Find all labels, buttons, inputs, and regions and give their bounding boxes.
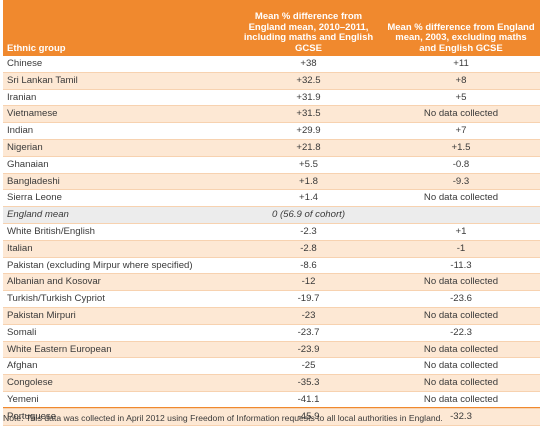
table-row: Albanian and Kosovar -12 No data collected xyxy=(3,273,540,292)
table-row: Pakistan (excluding Mirpur where specifi… xyxy=(3,257,540,275)
cell-2010-2011-value: -35.3 xyxy=(235,374,382,392)
cell-ethnic-group: Pakistan (excluding Mirpur where specifi… xyxy=(3,257,235,275)
table-row: Vietnamese +31.5 No data collected xyxy=(3,105,540,124)
table-row: Sierra Leone +1.4 No data collected xyxy=(3,189,540,208)
cell-ethnic-group: Chinese xyxy=(3,56,235,73)
table-row: Sri Lankan Tamil +32.5 +8 xyxy=(3,72,540,90)
cell-ethnic-group: Yemeni xyxy=(3,391,235,409)
cell-2003-value: +1.5 xyxy=(382,139,540,157)
cell-2010-2011-value: -41.1 xyxy=(235,391,382,409)
cell-2003-value: -32.3 xyxy=(382,408,540,426)
cell-ethnic-group: Vietnamese xyxy=(3,105,235,124)
table-row: Yemeni -41.1 No data collected xyxy=(3,391,540,409)
cell-ethnic-group: Italian xyxy=(3,240,235,258)
cell-2003-value: No data collected xyxy=(382,307,540,325)
cell-2003-value: No data collected xyxy=(382,374,540,392)
cell-2010-2011-value: -23.9 xyxy=(235,341,382,359)
cell-2003-value: No data collected xyxy=(382,391,540,409)
table-row: White Eastern European -23.9 No data colle… xyxy=(3,341,540,359)
table-row: Bangladeshi +1.8 -9.3 xyxy=(3,173,540,191)
footnote: Note: This data was collected in April 2… xyxy=(3,413,443,423)
table-row: Ghanaian +5.5 -0.8 xyxy=(3,156,540,174)
table-row: Turkish/Turkish Cypriot -19.7 -23.6 xyxy=(3,290,540,308)
cell-2010-2011-value: -2.8 xyxy=(235,240,382,258)
ethnicity-results-table: Ethnic group Mean % difference from Engl… xyxy=(3,0,540,426)
cell-ethnic-group: Sri Lankan Tamil xyxy=(3,72,235,90)
table-row: Pakistan Mirpuri -23 No data collected xyxy=(3,307,540,325)
cell-2010-2011-value: -19.7 xyxy=(235,290,382,308)
cell-2003-value: No data collected xyxy=(382,105,540,124)
cell-2010-2011-value: -25 xyxy=(235,357,382,376)
cell-2003-value: +7 xyxy=(382,122,540,140)
cell-2010-2011-value: +5.5 xyxy=(235,156,382,174)
cell-2003-value: +8 xyxy=(382,72,540,90)
cell-2010-2011-value: -8.6 xyxy=(235,257,382,275)
cell-2010-2011-value: +38 xyxy=(235,56,382,73)
cell-ethnic-group: Turkish/Turkish Cypriot xyxy=(3,290,235,308)
table-row: Somali -23.7 -22.3 xyxy=(3,324,540,342)
cell-ethnic-group: Albanian and Kosovar xyxy=(3,273,235,292)
cell-2010-2011-value: -2.3 xyxy=(235,223,382,241)
table-bottom-rule xyxy=(3,407,540,408)
cell-ethnic-group: Sierra Leone xyxy=(3,189,235,208)
cell-2010-2011-value: -23.7 xyxy=(235,324,382,342)
cell-ethnic-group: Pakistan Mirpuri xyxy=(3,307,235,325)
cell-2003-value: -9.3 xyxy=(382,173,540,191)
table-row: Indian +29.9 +7 xyxy=(3,122,540,140)
header-row: Ethnic group Mean % difference from Engl… xyxy=(3,0,540,56)
cell-2010-2011-value: +1.4 xyxy=(235,189,382,208)
cell-2003-value: No data collected xyxy=(382,189,540,208)
header-2010-2011: Mean % difference from England mean, 201… xyxy=(235,0,382,56)
cell-2010-2011-value: +1.8 xyxy=(235,173,382,191)
table-row: White British/English -2.3 +1 xyxy=(3,223,540,241)
table-row: Chinese +38 +11 xyxy=(3,56,540,73)
cell-2003-value: -23.6 xyxy=(382,290,540,308)
table-row: Iranian +31.9 +5 xyxy=(3,89,540,107)
cell-2010-2011-value: +21.8 xyxy=(235,139,382,157)
cell-2010-2011-value: -23 xyxy=(235,307,382,325)
cell-2003-value: -1 xyxy=(382,240,540,258)
cell-ethnic-group: Bangladeshi xyxy=(3,173,235,191)
cell-ethnic-group: Ghanaian xyxy=(3,156,235,174)
cell-2003-value: +1 xyxy=(382,223,540,241)
cell-2010-2011-value: -12 xyxy=(235,273,382,292)
england-mean-label: England mean xyxy=(3,206,235,224)
cell-ethnic-group: Somali xyxy=(3,324,235,342)
england-mean-row: England mean 0 (56.9 of cohort) xyxy=(3,206,540,224)
cell-2003-value: +5 xyxy=(382,89,540,107)
cell-ethnic-group: Afghan xyxy=(3,357,235,376)
table-row: Congolese -35.3 No data collected xyxy=(3,374,540,392)
cell-2010-2011-value: +31.5 xyxy=(235,105,382,124)
ethnicity-results-table-container: Ethnic group Mean % difference from Engl… xyxy=(3,0,540,426)
cell-2003-value: +11 xyxy=(382,56,540,73)
table-row: Nigerian +21.8 +1.5 xyxy=(3,139,540,157)
cell-2003-value: -22.3 xyxy=(382,324,540,342)
table-row: Italian -2.8 -1 xyxy=(3,240,540,258)
header-ethnic-group: Ethnic group xyxy=(3,0,235,56)
cell-ethnic-group: Congolese xyxy=(3,374,235,392)
cell-ethnic-group: White Eastern European xyxy=(3,341,235,359)
cell-2003-value: -11.3 xyxy=(382,257,540,275)
table-row: Afghan -25 No data collected xyxy=(3,357,540,376)
cell-ethnic-group: White British/English xyxy=(3,223,235,241)
cell-2010-2011-value: +32.5 xyxy=(235,72,382,90)
cell-2003-value: No data collected xyxy=(382,357,540,376)
cell-ethnic-group: Iranian xyxy=(3,89,235,107)
cell-2003-value: -0.8 xyxy=(382,156,540,174)
cell-2003-value: No data collected xyxy=(382,341,540,359)
header-2003: Mean % difference from England mean, 200… xyxy=(382,0,540,56)
cell-ethnic-group: Nigerian xyxy=(3,139,235,157)
cell-2003-value: No data collected xyxy=(382,273,540,292)
england-mean-value: 0 (56.9 of cohort) xyxy=(235,206,382,224)
cell-2010-2011-value: -45.9 xyxy=(235,408,382,426)
cell-ethnic-group: Portuguese xyxy=(3,408,235,426)
cell-2010-2011-value: +31.9 xyxy=(235,89,382,107)
cell-ethnic-group: Indian xyxy=(3,122,235,140)
england-mean-empty xyxy=(382,206,540,224)
table-row: Portuguese -45.9 -32.3 xyxy=(3,408,540,426)
cell-2010-2011-value: +29.9 xyxy=(235,122,382,140)
